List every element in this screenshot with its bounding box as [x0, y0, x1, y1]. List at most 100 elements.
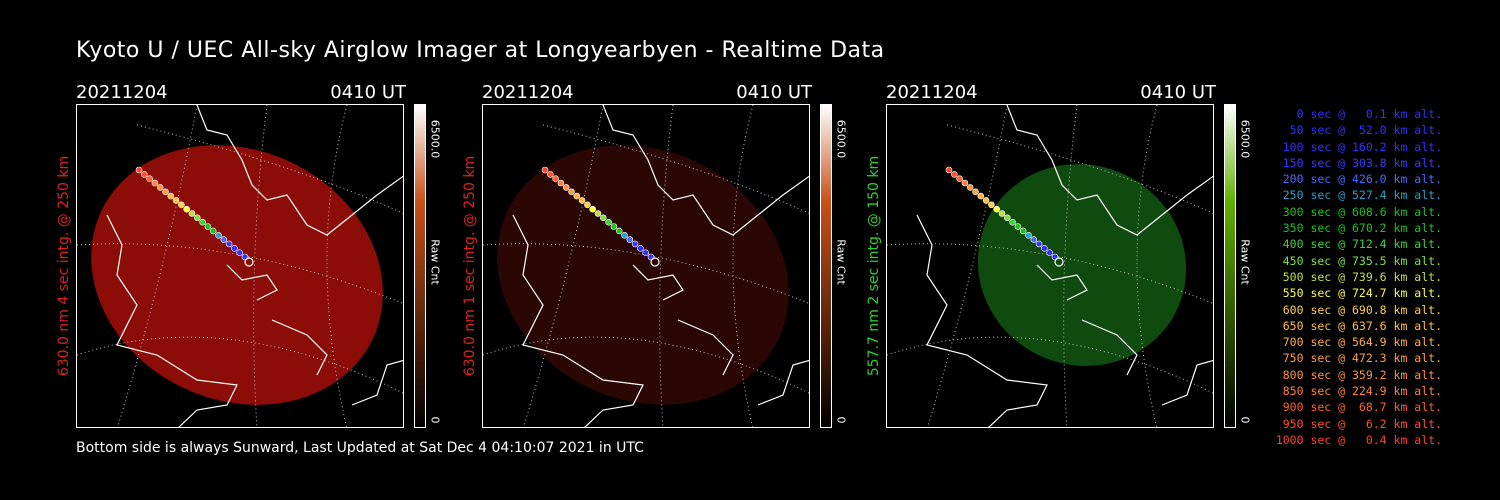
- legend-entry: 150 sec @ 303.8 km alt.: [1282, 155, 1442, 170]
- trajectory-point: [215, 232, 222, 239]
- trajectory-point: [1046, 249, 1053, 256]
- trajectory-point: [642, 249, 649, 256]
- trajectory-point: [141, 171, 148, 178]
- airglow-disk: [497, 145, 789, 405]
- legend-entry: 300 sec @ 608.6 km alt.: [1282, 204, 1442, 219]
- trajectory-point: [626, 236, 634, 243]
- colorbar: [820, 104, 832, 428]
- grid-line: [927, 105, 1008, 427]
- colorbar-min-label: 0: [834, 416, 848, 424]
- trajectory-point: [631, 240, 639, 248]
- allsky-image: [886, 104, 1214, 428]
- coastline: [916, 105, 1213, 427]
- station-marker: [650, 257, 660, 267]
- trajectory-point: [966, 184, 974, 191]
- trajectory-point: [162, 188, 169, 196]
- panel-date: 20211204: [886, 82, 978, 103]
- colorbar-unit-label: Raw Cnt: [834, 239, 848, 285]
- legend-entry: 400 sec @ 712.4 km alt.: [1282, 237, 1442, 252]
- legend-entry: 500 sec @ 739.6 km alt.: [1282, 269, 1442, 284]
- trajectory-point: [188, 210, 196, 217]
- trajectory-point: [220, 236, 228, 243]
- trajectory-point: [178, 201, 185, 209]
- colorbar-min-label: 0: [428, 416, 442, 424]
- panel-wavelength-label: 630.0 nm 4 sec intg. @ 250 km: [56, 155, 72, 377]
- airglow-panel-1: 20211204 0410 UT 630.0 nm 4 sec intg. @ 25…: [56, 82, 476, 432]
- legend-entry: 750 sec @ 472.3 km alt.: [1282, 351, 1442, 366]
- legend-entry: 1000 sec @ 0.4 km alt.: [1275, 432, 1442, 447]
- legend-entry: 350 sec @ 670.2 km alt.: [1282, 221, 1442, 236]
- trajectory-point: [151, 179, 159, 187]
- trajectory-point: [956, 175, 963, 182]
- trajectory-point: [204, 223, 212, 230]
- allsky-image: [76, 104, 404, 428]
- trajectory-point: [236, 249, 243, 256]
- trajectory-point: [972, 188, 979, 196]
- trajectory-point: [993, 205, 1000, 213]
- panel-time: 0410 UT: [1140, 82, 1216, 103]
- trajectory-point: [146, 175, 153, 182]
- trajectory-point: [1030, 236, 1038, 243]
- legend-entry: 850 sec @ 224.9 km alt.: [1282, 384, 1442, 399]
- legend-entry: 550 sec @ 724.7 km alt.: [1282, 286, 1442, 301]
- trajectory-point: [568, 188, 575, 196]
- trajectory-point: [194, 214, 201, 222]
- colorbar-max-label: 6500.0: [428, 119, 442, 159]
- panel-wavelength-label: 557.7 nm 2 sec intg. @ 150 km: [866, 155, 882, 377]
- legend-entry: 950 sec @ 6.2 km alt.: [1282, 416, 1442, 431]
- colorbar-max-label: 6500.0: [834, 119, 848, 159]
- trajectory-point: [584, 201, 591, 209]
- colorbar-min-label: 0: [1238, 416, 1252, 424]
- grid-line: [523, 105, 604, 427]
- trajectory-point: [578, 197, 586, 204]
- trajectory-point: [945, 166, 953, 174]
- trajectory-point: [1014, 223, 1022, 230]
- airglow-disk: [977, 164, 1187, 366]
- legend-entry: 450 sec @ 735.5 km alt.: [1282, 253, 1442, 268]
- trajectory-point: [988, 201, 995, 209]
- trajectory-point: [1004, 214, 1011, 222]
- trajectory-point: [1019, 227, 1027, 235]
- trajectory-point: [183, 205, 190, 213]
- legend-entry: 200 sec @ 426.0 km alt.: [1282, 172, 1442, 187]
- panel-wavelength-label: 630.0 nm 1 sec intg. @ 250 km: [462, 155, 478, 377]
- trajectory-point: [998, 210, 1006, 217]
- trajectory-point: [594, 210, 602, 217]
- grid-line: [117, 105, 198, 427]
- altitude-legend: 0 sec @ 0.1 km alt. 50 sec @ 52.0 km alt.…: [1262, 106, 1442, 448]
- trajectory-point: [557, 179, 565, 187]
- trajectory-point: [199, 218, 206, 226]
- trajectory-point: [977, 192, 985, 200]
- trajectory-point: [562, 184, 570, 191]
- legend-entry: 50 sec @ 52.0 km alt.: [1289, 123, 1442, 138]
- grid-line: [732, 105, 754, 427]
- trajectory-point: [573, 192, 581, 200]
- trajectory-point: [982, 197, 990, 204]
- coastline: [512, 105, 809, 427]
- trajectory-point: [209, 227, 217, 235]
- trajectory-point: [225, 240, 233, 248]
- colorbar-max-label: 6500.0: [1238, 119, 1252, 159]
- trajectory-point: [961, 179, 969, 187]
- station-marker: [1054, 257, 1064, 267]
- airglow-disk: [91, 145, 383, 405]
- airglow-panel-2: 20211204 0410 UT 630.0 nm 1 sec intg. @ 25…: [462, 82, 882, 432]
- coastline: [106, 105, 403, 427]
- trajectory-point: [605, 218, 612, 226]
- legend-entry: 600 sec @ 690.8 km alt.: [1282, 302, 1442, 317]
- trajectory-point: [541, 166, 549, 174]
- panel-date: 20211204: [76, 82, 168, 103]
- trajectory-point: [1041, 245, 1048, 252]
- colorbar: [1224, 104, 1236, 428]
- legend-entry: 100 sec @ 160.2 km alt.: [1282, 139, 1442, 154]
- panel-date: 20211204: [482, 82, 574, 103]
- colorbar-unit-label: Raw Cnt: [428, 239, 442, 285]
- grid-line: [1136, 105, 1158, 427]
- trajectory-point: [135, 166, 143, 174]
- legend-entry: 0 sec @ 0.1 km alt.: [1296, 107, 1442, 121]
- legend-entry: 700 sec @ 564.9 km alt.: [1282, 335, 1442, 350]
- trajectory-point: [637, 245, 644, 252]
- legend-entry: 900 sec @ 68.7 km alt.: [1282, 400, 1442, 415]
- trajectory-point: [156, 184, 164, 191]
- trajectory-point: [552, 175, 559, 182]
